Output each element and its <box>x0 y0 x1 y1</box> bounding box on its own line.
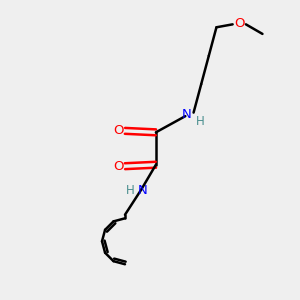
Text: O: O <box>113 124 124 137</box>
Text: O: O <box>113 160 124 173</box>
Text: H: H <box>126 184 134 197</box>
Text: N: N <box>138 184 148 197</box>
Text: H: H <box>196 115 205 128</box>
Text: O: O <box>235 17 245 30</box>
Text: N: N <box>182 108 192 121</box>
